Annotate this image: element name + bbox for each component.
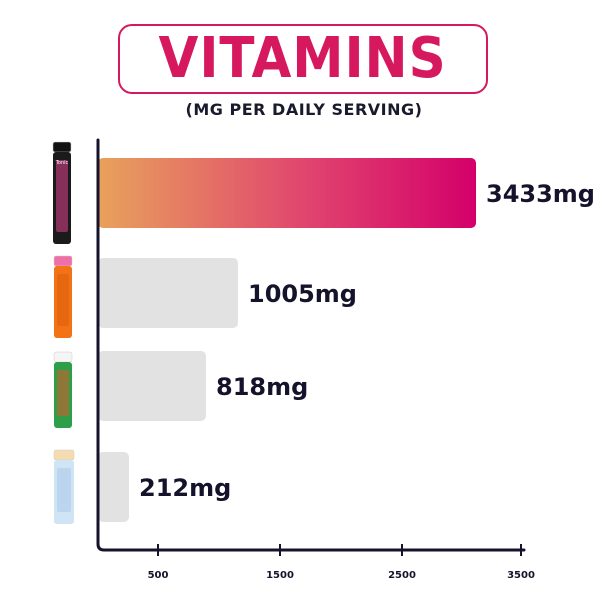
bar-4 bbox=[98, 452, 129, 522]
tube-brand-text: Tonic bbox=[55, 160, 69, 166]
bars bbox=[98, 158, 476, 522]
tube-cap bbox=[53, 351, 73, 363]
tube-label bbox=[57, 468, 71, 512]
orange-tube-icon bbox=[53, 255, 73, 338]
tube-cap bbox=[52, 141, 72, 153]
black-pink-tube-icon: Tonic bbox=[52, 141, 72, 244]
x-tick-label-1: 500 bbox=[148, 570, 169, 581]
value-label-4: 212mg bbox=[139, 474, 231, 502]
tube-label bbox=[56, 160, 68, 232]
value-label-3: 818mg bbox=[216, 373, 308, 401]
bar-1 bbox=[98, 158, 476, 228]
axis-lines bbox=[96, 138, 526, 552]
chart-subtitle: (MG PER DAILY SERVING) bbox=[185, 100, 423, 119]
axes: 500 1500 2500 3500 bbox=[96, 138, 535, 581]
product-icons: Tonic bbox=[52, 141, 75, 524]
x-tick-label-3: 2500 bbox=[388, 570, 416, 581]
value-label-2: 1005mg bbox=[248, 280, 357, 308]
value-labels: 3433mg 1005mg 818mg 212mg bbox=[139, 180, 595, 502]
tube-label bbox=[57, 370, 69, 416]
chart-title: VITAMINS bbox=[158, 26, 448, 91]
green-tube-icon bbox=[53, 351, 73, 428]
tube-cap bbox=[53, 255, 73, 267]
title-box: VITAMINS bbox=[118, 24, 488, 94]
bar-2 bbox=[98, 258, 238, 328]
bar-3 bbox=[98, 351, 206, 421]
tube-label bbox=[57, 274, 69, 326]
value-label-1: 3433mg bbox=[486, 180, 595, 208]
x-tick-label-4: 3500 bbox=[507, 570, 535, 581]
tube-cap bbox=[53, 449, 75, 461]
x-tick-label-2: 1500 bbox=[266, 570, 294, 581]
light-blue-tube-icon bbox=[53, 449, 75, 524]
